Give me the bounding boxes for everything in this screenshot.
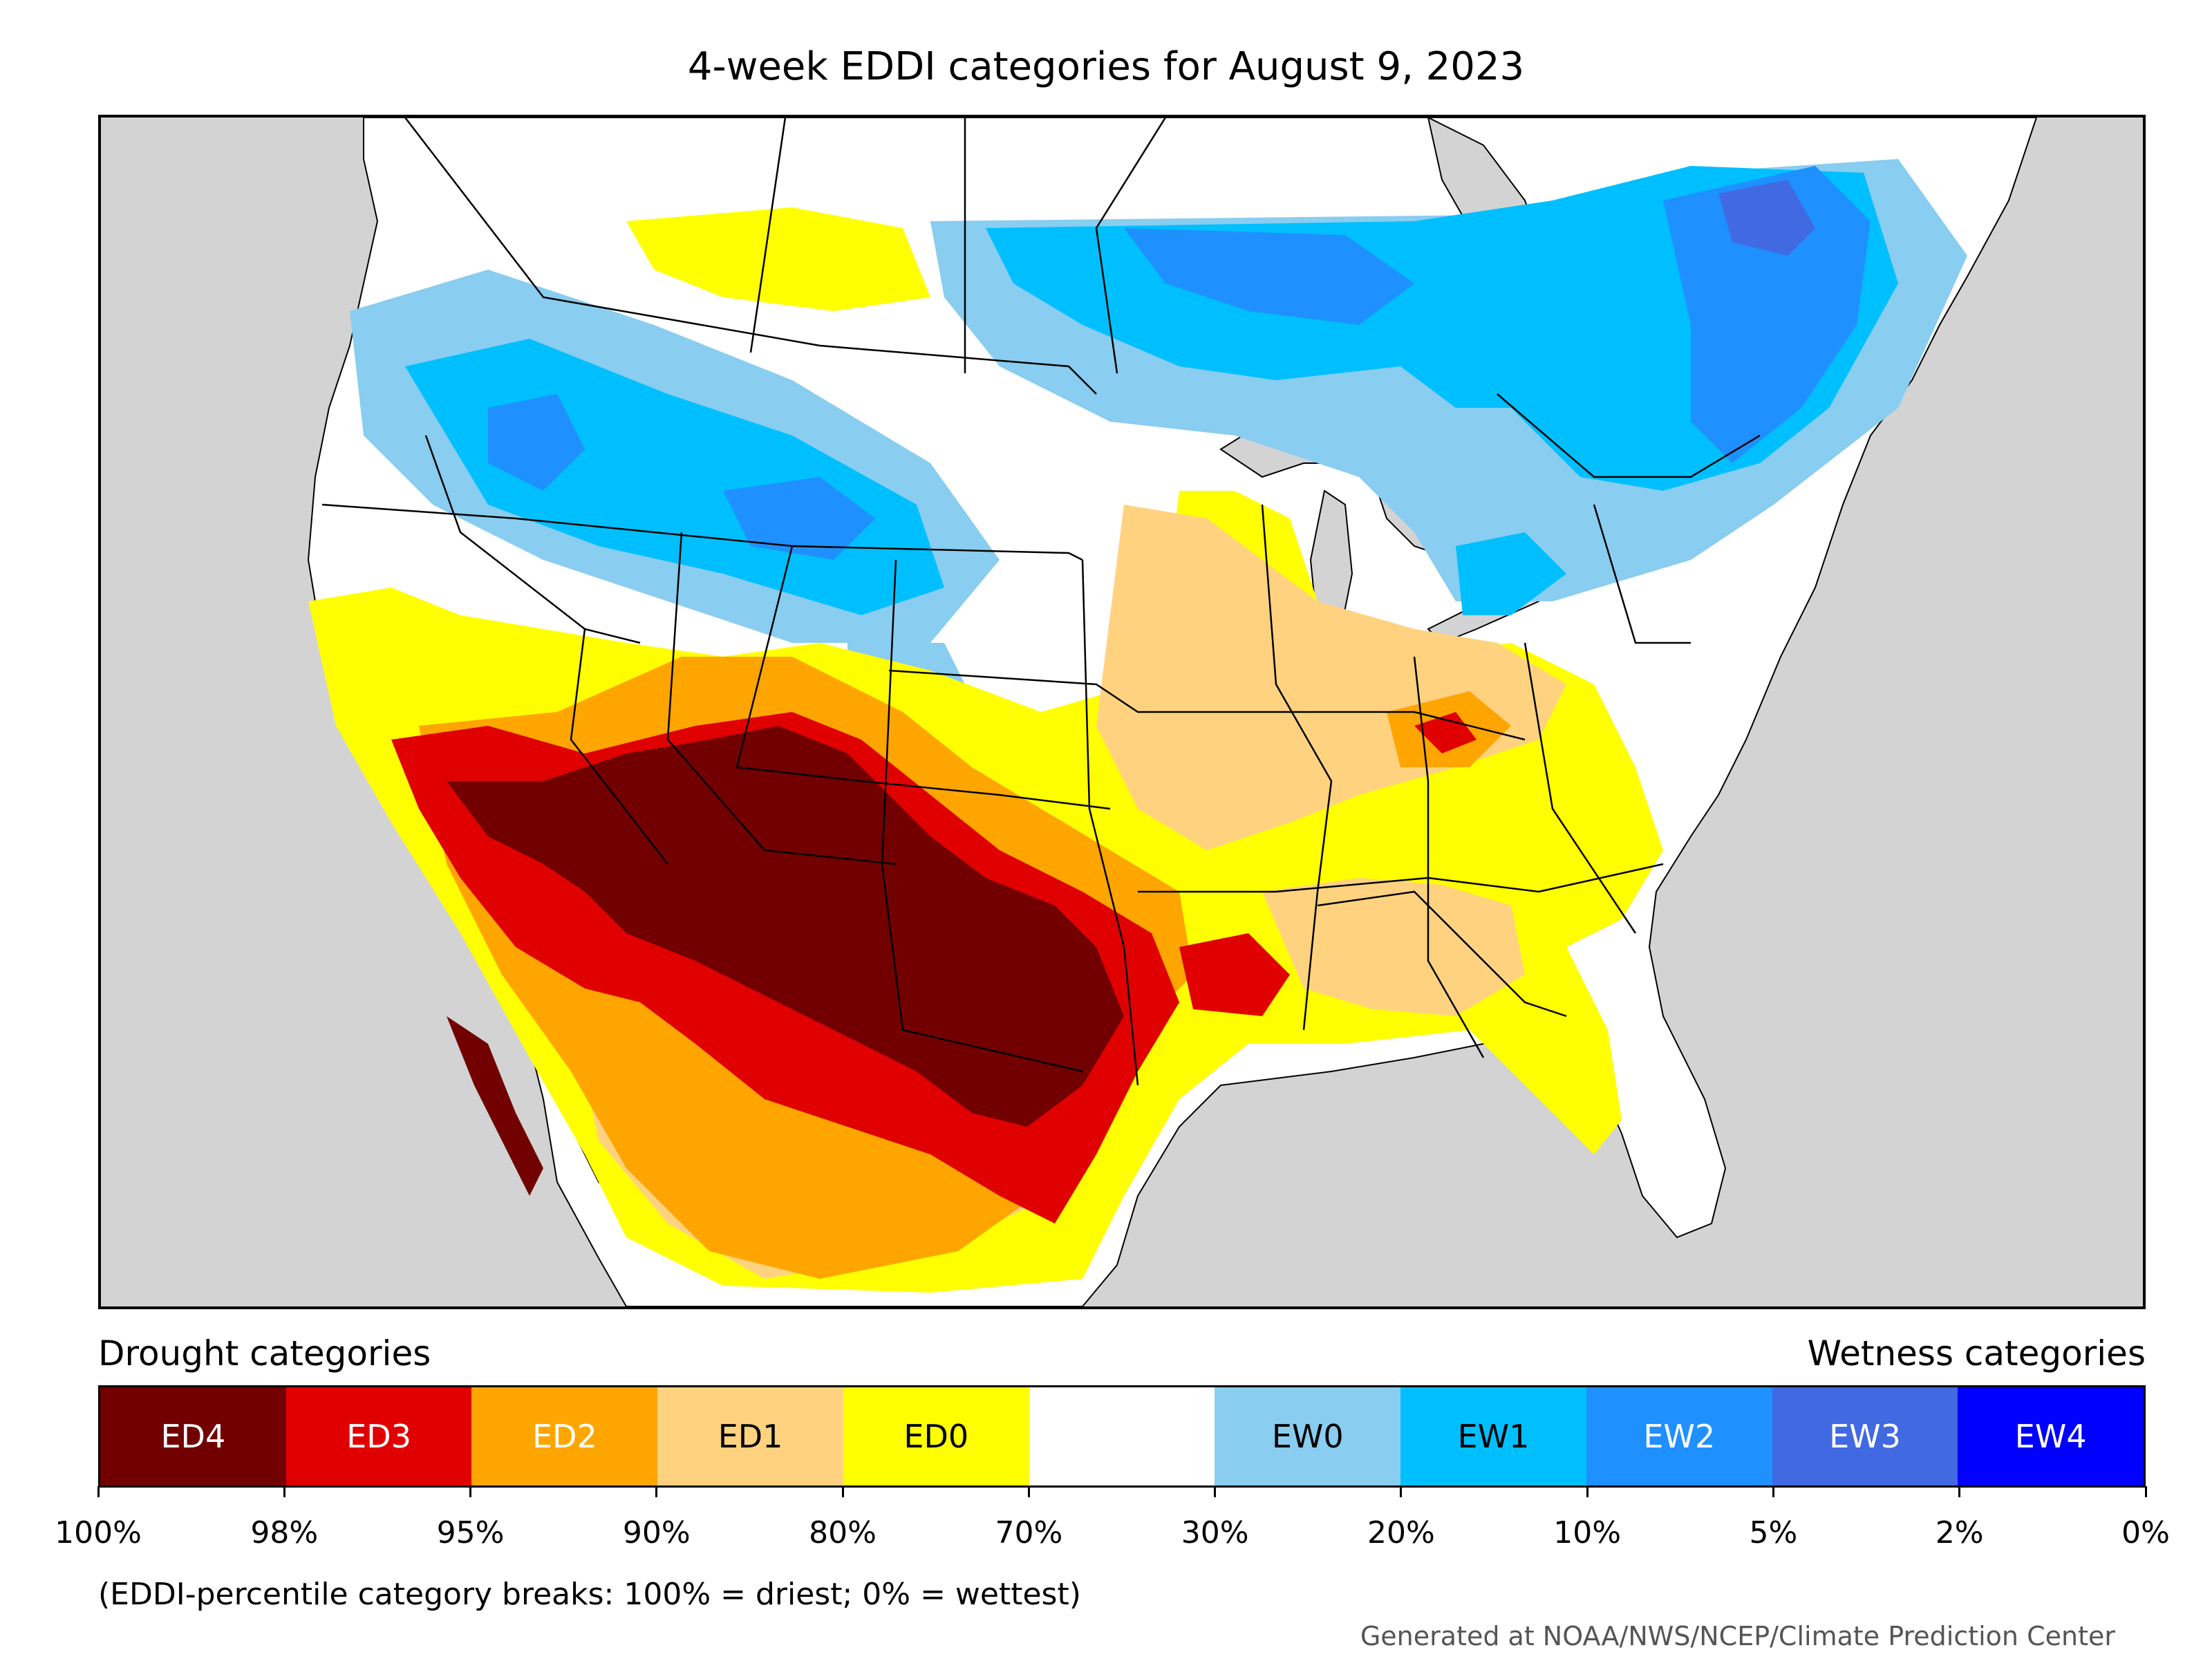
credit-line: Generated at NOAA/NWS/NCEP/Climate Predi… (1360, 1621, 2115, 1651)
colorbar-tick (2144, 1486, 2147, 1497)
colorbar-tick (1772, 1486, 1774, 1497)
colorbar-segment: EW4 (1958, 1387, 2144, 1485)
colorbar-segment: EW0 (1215, 1387, 1401, 1485)
colorbar-tick (1586, 1486, 1588, 1497)
colorbar-tick-label: 90% (622, 1515, 691, 1550)
region-ew2-quebec (1663, 166, 1871, 463)
colorbar-tick-label: 80% (809, 1515, 877, 1550)
colorbar-segment: ED0 (843, 1387, 1029, 1485)
colorbar-tick-label: 70% (995, 1515, 1063, 1550)
region-ew1-northeast (1456, 532, 1566, 615)
region-ed3-louisiana (1179, 933, 1290, 1016)
colorbar-tick-label: 2% (1935, 1515, 1984, 1550)
colorbar-tick-label: 0% (2121, 1515, 2170, 1550)
colorbar-tick (655, 1486, 658, 1497)
region-ew2-idaho (488, 394, 585, 491)
drought-categories-heading: Drought categories (98, 1333, 431, 1374)
colorbar-tick (1027, 1486, 1030, 1497)
colorbar-segment: EW1 (1400, 1387, 1586, 1485)
colorbar-tick-label: 30% (1181, 1515, 1249, 1550)
eddi-map (98, 115, 2146, 1309)
region-ew2-canada (1124, 228, 1414, 325)
colorbar-tick-label: 20% (1367, 1515, 1435, 1550)
colorbar-tick (283, 1486, 285, 1497)
category-colorbar: ED4 ED3 ED2 ED1 ED0 EW0 EW1 EW2 EW3 EW4 (98, 1385, 2146, 1488)
region-ed1-southeast (1262, 878, 1525, 1016)
colorbar-tick (97, 1486, 100, 1497)
colorbar-tick (1214, 1486, 1217, 1497)
region-ed4-baja (447, 1016, 543, 1196)
colorbar-segment: ED2 (471, 1387, 658, 1485)
region-ew2-wyoming (723, 477, 875, 560)
colorbar-ticks (97, 1486, 2147, 1500)
wetness-categories-heading: Wetness categories (1807, 1333, 2146, 1374)
colorbar-segment: ED4 (100, 1387, 286, 1485)
colorbar-segment: ED1 (657, 1387, 843, 1485)
map-canvas (307, 118, 2038, 1306)
category-breaks-note: (EDDI-percentile category breaks: 100% =… (98, 1577, 1081, 1612)
colorbar-tick (1958, 1486, 1961, 1497)
colorbar-tick (841, 1486, 844, 1497)
colorbar-tick-label: 10% (1553, 1515, 1622, 1550)
colorbar-segment: EW2 (1586, 1387, 1772, 1485)
region-ew3-quebec (1718, 180, 1815, 256)
colorbar-segment (1029, 1387, 1215, 1485)
colorbar-segment: ED3 (285, 1387, 472, 1485)
political-boundaries (321, 118, 1761, 1086)
region-ed4-southwest (447, 726, 1124, 1127)
region-ed3-kentucky (1414, 712, 1477, 753)
colorbar-tick-label: 5% (1749, 1515, 1798, 1550)
colorbar-segment: EW3 (1772, 1387, 1958, 1485)
colorbar-tick (1400, 1486, 1403, 1497)
colorbar-tick-label: 98% (250, 1515, 319, 1550)
colorbar-tick-label: 100% (55, 1515, 142, 1550)
colorbar-tick-label: 95% (436, 1515, 505, 1550)
map-title: 4-week EDDI categories for August 9, 202… (687, 44, 1525, 89)
colorbar-tick (469, 1486, 472, 1497)
region-ed0-montana (626, 207, 930, 311)
